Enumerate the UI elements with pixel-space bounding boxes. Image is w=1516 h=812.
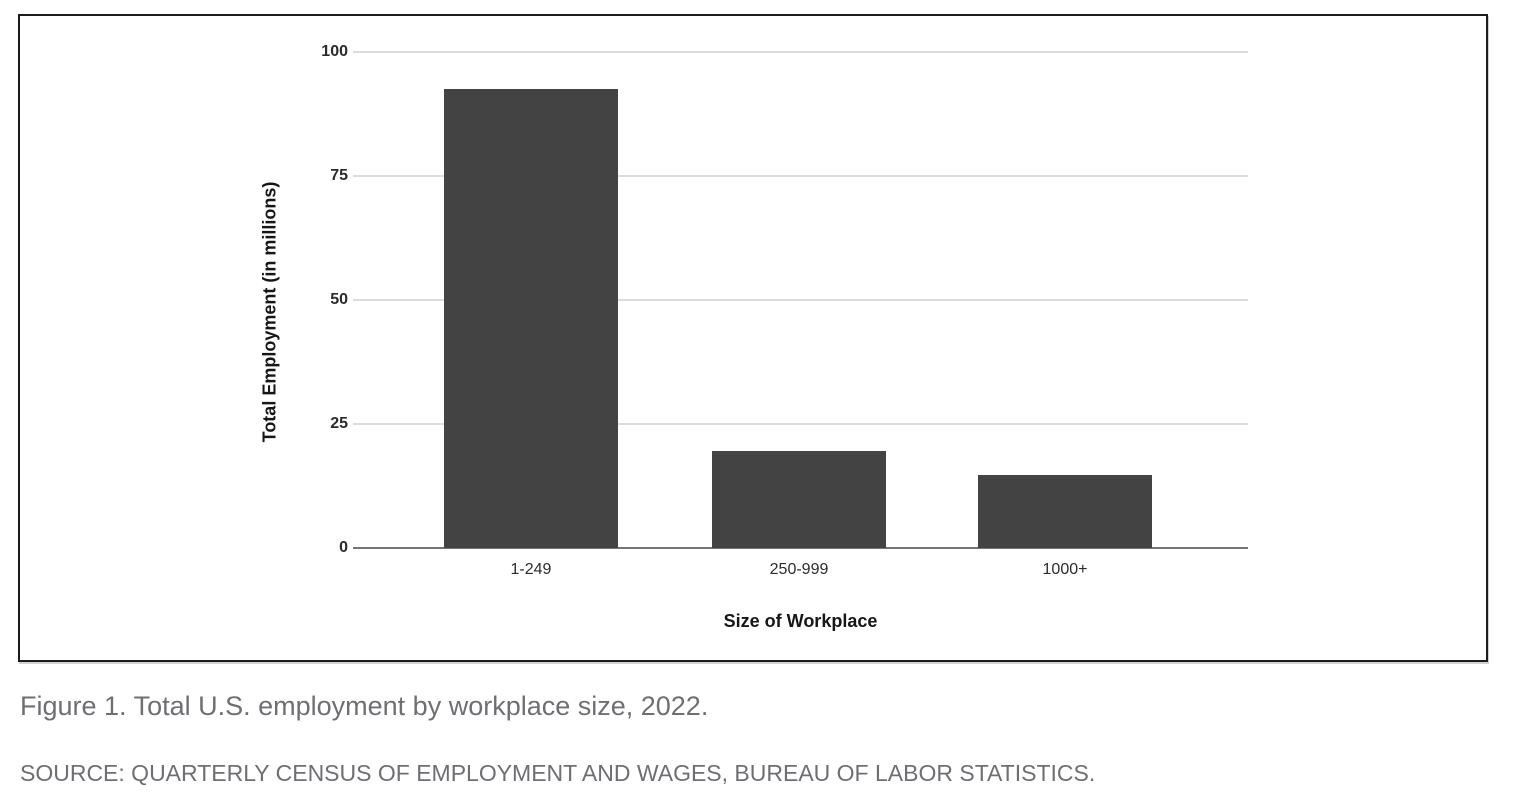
x-axis-title: Size of Workplace bbox=[723, 611, 878, 631]
y-tick-label: 75 bbox=[330, 167, 348, 184]
x-tick-label: 1-249 bbox=[510, 561, 552, 578]
bar-250-999 bbox=[712, 451, 886, 548]
gridline bbox=[353, 423, 1248, 425]
gridline bbox=[353, 175, 1248, 177]
gridline bbox=[353, 299, 1248, 301]
y-tick-label: 25 bbox=[330, 415, 348, 432]
x-tick-label: 1000+ bbox=[1042, 561, 1088, 578]
chart-frame: 0 25 50 75 100 1-249 250-999 1000+ Size of Work… bbox=[18, 14, 1488, 662]
gridline bbox=[353, 51, 1248, 53]
y-tick-label: 0 bbox=[339, 539, 348, 556]
figure-source: SOURCE: QUARTERLY CENSUS OF EMPLOYMENT A… bbox=[20, 760, 1096, 786]
y-tick-label: 100 bbox=[321, 43, 348, 60]
y-axis-title-text: Total Employment (in millions) bbox=[259, 181, 280, 443]
bar-1-249 bbox=[444, 89, 618, 548]
x-axis-line bbox=[353, 547, 1248, 549]
figure-caption: Figure 1. Total U.S. employment by workp… bbox=[20, 691, 709, 721]
x-tick-label: 250-999 bbox=[769, 561, 829, 578]
bar-1000+ bbox=[978, 474, 1152, 548]
y-tick-label: 50 bbox=[330, 291, 348, 308]
